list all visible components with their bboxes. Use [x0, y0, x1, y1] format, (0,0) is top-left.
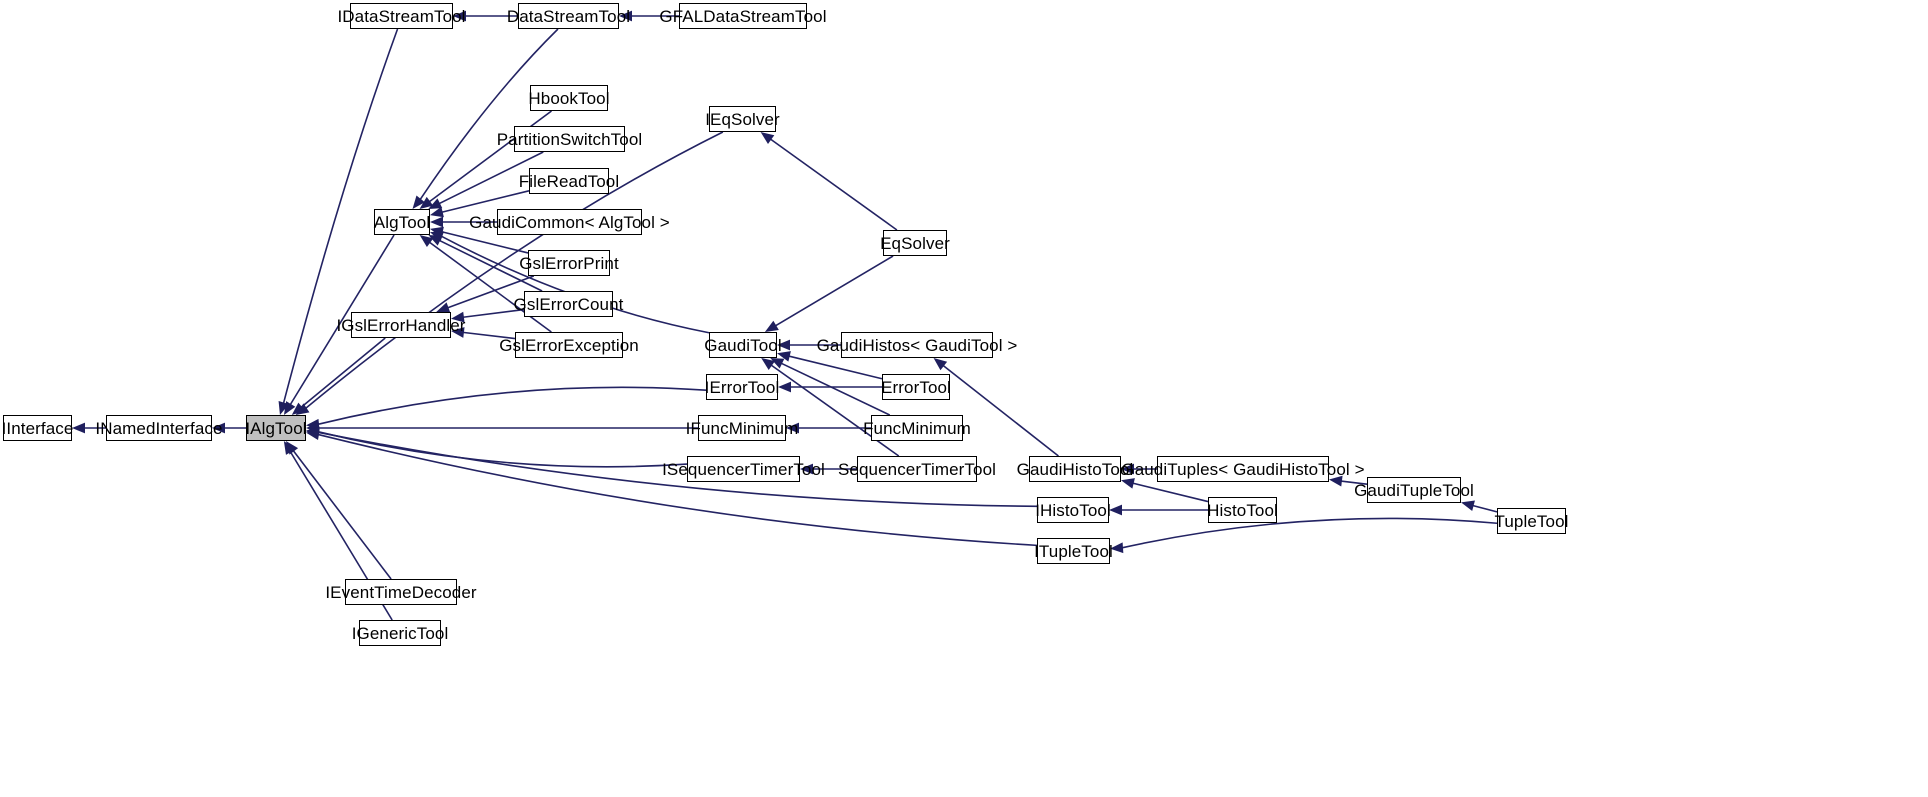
inheritance-arrowhead [283, 441, 296, 455]
class-node-FuncMinimum[interactable]: FuncMinimum [863, 415, 971, 441]
inheritance-edge-IEventTimeDecoder-to-IAlgTool [292, 450, 392, 580]
class-node-PartitionSwitchTool[interactable]: PartitionSwitchTool [497, 126, 642, 152]
class-node-IFuncMinimum[interactable]: IFuncMinimum [686, 415, 798, 441]
inheritance-arrowhead [430, 231, 445, 242]
inheritance-arrowhead [451, 327, 465, 338]
inheritance-edge-FileReadTool-to-AlgTool [441, 190, 530, 214]
inheritance-arrowhead [933, 358, 948, 371]
class-node-GaudiTuplesGaudiHistoTool[interactable]: GaudiTuples< GaudiHistoTool > [1121, 456, 1365, 482]
class-node-HbookTool[interactable]: HbookTool [528, 85, 610, 111]
inheritance-arrowhead [412, 195, 425, 209]
class-node-ISequencerTimerTool[interactable]: ISequencerTimerTool [662, 456, 825, 482]
class-node-GaudiTupleTool[interactable]: GaudiTupleTool [1354, 477, 1474, 503]
class-node-GFALDataStreamTool[interactable]: GFALDataStreamTool [659, 3, 826, 29]
inheritance-arrowhead [1461, 500, 1475, 511]
inheritance-edge-GaudiTupleTool-to-GaudiTuplesGaudiHistoTool [1340, 480, 1368, 486]
inheritance-arrowhead [430, 206, 444, 218]
class-node-GslErrorException[interactable]: GslErrorException [499, 332, 639, 358]
inheritance-arrowhead [1109, 504, 1122, 516]
inheritance-arrowhead [430, 216, 443, 228]
class-node-TupleTool[interactable]: TupleTool [1495, 508, 1568, 534]
inheritance-arrowhead [295, 403, 310, 415]
inheritance-edge-EqSolver-to-IEqSolver [769, 138, 898, 231]
inheritance-arrowhead [283, 401, 296, 415]
inheritance-edge-GslErrorException-to-IGslErrorHandler [462, 331, 516, 340]
inheritance-arrowhead [1121, 478, 1135, 489]
inheritance-edge-TupleTool-to-ITupleTool [1121, 517, 1498, 549]
inheritance-edge-PartitionSwitchTool-to-AlgTool [438, 151, 544, 205]
inheritance-arrowhead [212, 422, 225, 434]
inheritance-edge-FuncMinimum-to-GaudiTool [780, 362, 891, 416]
inheritance-edge-IGslErrorHandler-to-IAlgTool [300, 337, 386, 408]
inheritance-edge-AlgTool-to-IAlgTool [289, 234, 395, 406]
class-node-IAlgTool[interactable]: IAlgTool [245, 415, 307, 441]
inheritance-arrowhead [800, 463, 813, 475]
class-node-INamedInterface[interactable]: INamedInterface [95, 415, 222, 441]
inheritance-edge-GslErrorCount-to-IGslErrorHandler [462, 308, 525, 319]
class-node-SequencerTimerTool[interactable]: SequencerTimerTool [838, 456, 996, 482]
class-node-IInterface[interactable]: IInterface [2, 415, 73, 441]
class-node-GslErrorPrint[interactable]: GslErrorPrint [519, 250, 619, 276]
class-node-AlgTool[interactable]: AlgTool [374, 209, 430, 235]
inheritance-arrowhead [764, 320, 779, 332]
class-node-DataStreamTool[interactable]: DataStreamTool [507, 3, 630, 29]
inheritance-arrowhead [778, 381, 791, 393]
inheritance-edge-EqSolver-to-GaudiTool [774, 255, 894, 327]
inheritance-edge-TupleTool-to-GaudiTupleTool [1472, 504, 1498, 513]
class-node-IEqSolver[interactable]: IEqSolver [705, 106, 780, 132]
class-node-GaudiHistoTool[interactable]: GaudiHistoTool [1017, 456, 1133, 482]
class-node-EqSolver[interactable]: EqSolver [880, 230, 950, 256]
inheritance-arrowhead [770, 358, 785, 369]
class-node-GaudiCommonAlgTool[interactable]: GaudiCommon< AlgTool > [469, 209, 670, 235]
class-node-ITupleTool[interactable]: ITupleTool [1034, 538, 1113, 564]
inheritance-arrowhead [419, 196, 434, 209]
inheritance-arrowhead [451, 311, 465, 323]
class-node-HistoTool[interactable]: HistoTool [1207, 497, 1278, 523]
inheritance-arrowhead [436, 302, 451, 313]
inheritance-arrowhead [777, 339, 790, 351]
class-node-IGslErrorHandler[interactable]: IGslErrorHandler [336, 312, 465, 338]
inheritance-arrowhead [777, 351, 791, 362]
inheritance-arrowhead [1329, 475, 1343, 487]
class-node-GaudiHistosGaudiTool[interactable]: GaudiHistos< GaudiTool > [817, 332, 1017, 358]
inheritance-edge-DataStreamTool-to-AlgTool [419, 28, 559, 201]
inheritance-edge-ErrorTool-to-GaudiTool [788, 355, 883, 380]
inheritance-edge-GaudiHistoTool-to-GaudiHistosGaudiTool [942, 364, 1059, 457]
class-node-IGenericTool[interactable]: IGenericTool [352, 620, 448, 646]
class-node-IErrorTool[interactable]: IErrorTool [705, 374, 779, 400]
inheritance-arrowhead [453, 10, 466, 22]
inheritance-edge-IErrorTool-to-IAlgTool [317, 386, 707, 426]
inheritance-edge-GslErrorException-to-AlgTool [428, 241, 552, 333]
inheritance-arrowhead [1110, 542, 1124, 554]
inheritance-arrowhead [306, 429, 320, 440]
inheritance-arrowhead [786, 422, 799, 434]
inheritance-arrowhead [72, 422, 85, 434]
class-node-GslErrorCount[interactable]: GslErrorCount [514, 291, 623, 317]
inheritance-edge-GslErrorPrint-to-IGslErrorHandler [447, 275, 535, 309]
inheritance-edge-ISequencerTimerTool-to-IAlgTool [317, 430, 688, 468]
inheritance-edge-IHistoTool-to-IAlgTool [317, 431, 1038, 508]
inheritance-edge-HistoTool-to-GaudiHistoTool [1132, 482, 1209, 503]
inheritance-arrowhead [419, 235, 434, 248]
inheritance-arrowhead [619, 10, 632, 22]
class-node-IEventTimeDecoder[interactable]: IEventTimeDecoder [325, 579, 477, 605]
inheritance-arrowhead [760, 132, 775, 144]
inheritance-edge-GslErrorPrint-to-AlgTool [441, 230, 529, 254]
class-node-GaudiTool[interactable]: GaudiTool [704, 332, 782, 358]
inheritance-arrowhead [761, 358, 775, 370]
class-node-ErrorTool[interactable]: ErrorTool [881, 374, 951, 400]
inheritance-edge-IDataStreamTool-to-IAlgTool [282, 28, 399, 404]
inheritance-arrowhead [428, 198, 443, 209]
inheritance-edge-IEqSolver-to-IAlgTool [305, 131, 724, 409]
class-node-IDataStreamTool[interactable]: IDataStreamTool [337, 3, 465, 29]
inheritance-arrowhead [1121, 463, 1134, 475]
inheritance-edge-GslErrorCount-to-AlgTool [438, 239, 543, 292]
inheritance-edge-ITupleTool-to-IAlgTool [317, 433, 1038, 547]
class-node-IHistoTool[interactable]: IHistoTool [1035, 497, 1111, 523]
class-node-FileReadTool[interactable]: FileReadTool [519, 168, 619, 194]
